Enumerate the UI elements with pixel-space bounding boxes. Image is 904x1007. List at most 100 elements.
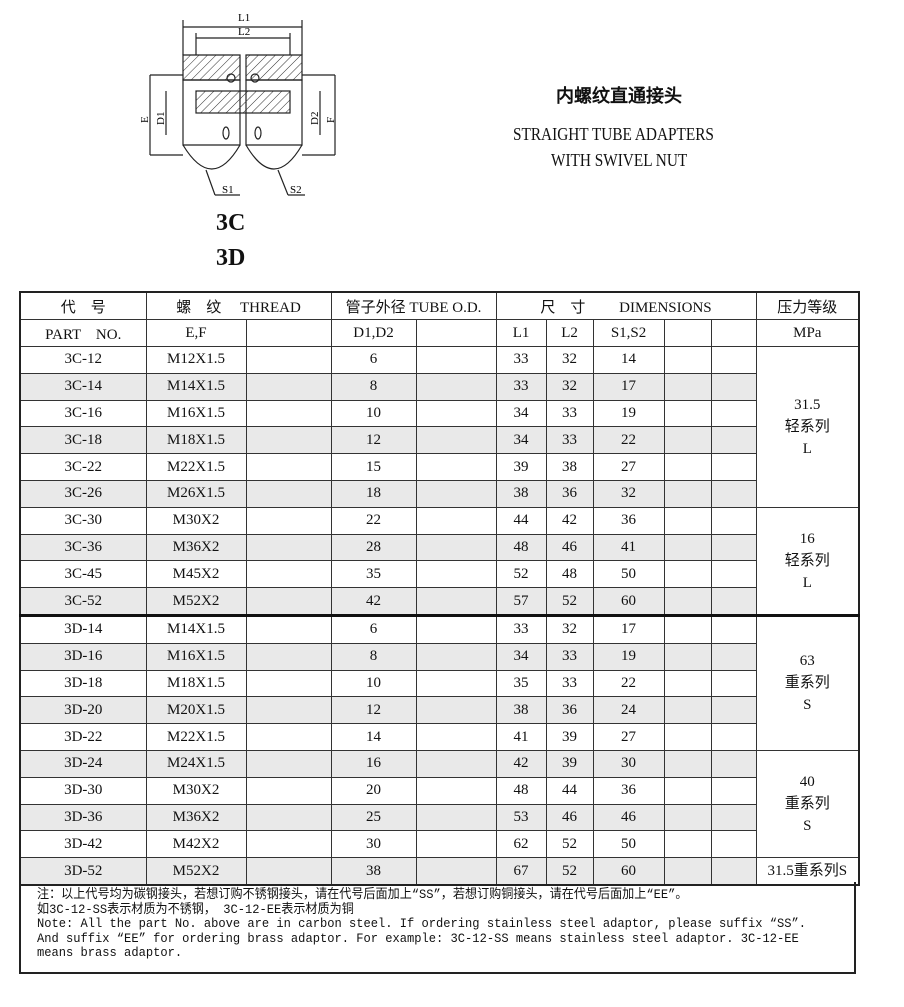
cell [710,776,757,805]
cell: M18X1.5 [145,426,247,455]
cell [663,560,712,589]
pressure-text: L [802,440,812,457]
cell: M30X2 [145,776,247,805]
cell [663,506,712,535]
cell: 39 [495,453,547,481]
cell: 3D-24 [19,749,147,778]
subtitle: STRAIGHT TUBE ADAPTERS [513,124,714,144]
code: 3D [216,245,246,271]
cell: 8 [330,372,417,401]
header: 管子外径 TUBE O.D. [330,291,497,320]
row: 3C-18 M18X1.5 12 34 33 22 [19,426,859,455]
pressure-text: S [803,697,812,714]
cell: 34 [495,426,547,455]
cell: 22 [592,426,665,455]
cell: 12 [330,696,417,725]
header-row: PART NO. E,F D1,D2 L1 L2 S1,S2 MPa [19,319,860,347]
cell: 48 [545,560,594,589]
row: 3D-18 M18X1.5 10 35 33 22 [19,669,859,698]
cell [710,453,757,481]
cell [663,426,712,455]
cell: 3C-16 [19,399,147,428]
cell [415,830,497,859]
cell [245,319,332,347]
code: 3C [216,210,246,236]
cell: M12X1.5 [145,346,247,374]
cell: 12 [330,426,417,455]
cell: 6 [330,346,417,374]
cell: M18X1.5 [145,669,247,698]
cell: 44 [495,506,547,535]
cell [245,426,332,455]
cell: 25 [330,803,417,832]
cell: 44 [545,776,594,805]
pressure-cell: 40 重系列 S [755,749,860,859]
cell: 30 [330,830,417,859]
row: 3D-36 M36X2 25 53 46 46 [19,803,859,832]
row: 3D-14 M14X1.5 6 33 32 17 63 重系列 S [19,613,860,751]
cell [663,669,712,698]
cell [710,533,757,562]
cell: 3C-45 [19,560,147,589]
row: 3D-42 M42X2 30 62 52 50 [19,830,859,859]
cell: 32 [545,346,594,374]
cell: M30X2 [145,506,247,535]
cell: 60 [592,857,665,886]
cell [710,696,757,725]
cell [710,803,757,832]
cell [415,479,497,508]
pressure-text: 轻系列 [784,418,830,435]
cell: 38 [495,696,547,725]
notes: 注：以上代号均为碳钢接头，若想订购不锈钢接头，请在代号后面加上“SS”，若想订购… [19,882,856,974]
cell [245,830,332,859]
row: 3C-22 M22X1.5 15 39 38 27 [19,453,859,481]
cell: 24 [592,696,665,725]
cell [245,723,332,751]
label: E [139,116,151,123]
cell: 3D-22 [19,723,147,751]
cell: 46 [545,533,594,562]
row: 3C-36 M36X2 28 48 46 41 [19,533,859,562]
cell: 33 [545,426,594,455]
cell [415,613,497,644]
cell: 3C-22 [19,453,147,481]
cell: 18 [330,479,417,508]
cell: M16X1.5 [145,642,247,671]
row: 3C-14 M14X1.5 8 33 32 17 [19,372,859,401]
cell: M22X1.5 [145,453,247,481]
cell: 42 [545,506,594,535]
cell: 3C-52 [19,587,147,616]
cell [710,506,757,535]
cell [245,749,332,778]
cell: 34 [495,399,547,428]
row: 3D-22 M22X1.5 14 41 39 27 [19,723,859,751]
pressure-cell: 16 轻系列 L [755,506,860,616]
cell: 41 [495,723,547,751]
row: 3C-26 M26X1.5 18 38 36 32 [19,479,859,508]
cell: M42X2 [145,830,247,859]
pressure-text: 16 [799,530,815,547]
cell: 38 [330,857,417,886]
cell [415,560,497,589]
cell: 39 [545,723,594,751]
cell: 3C-14 [19,372,147,401]
cell [415,723,497,751]
drawing: L1 L2 E D1 D2 F S1 S2 [139,12,337,196]
label: L1 [238,12,250,24]
cell: 33 [545,399,594,428]
cell: 3D-52 [19,857,147,886]
cell: 60 [592,587,665,616]
cell: 33 [495,372,547,401]
cell [245,803,332,832]
row: 3D-16 M16X1.5 8 34 33 19 [19,642,859,671]
cell [415,533,497,562]
header: S1,S2 [592,319,665,347]
cell: 33 [495,346,547,374]
cell: 3C-26 [19,479,147,508]
cell [245,479,332,508]
cell: 38 [545,453,594,481]
cell [710,587,757,616]
cell: 67 [495,857,547,886]
header: E,F [145,319,247,347]
cell [710,399,757,428]
